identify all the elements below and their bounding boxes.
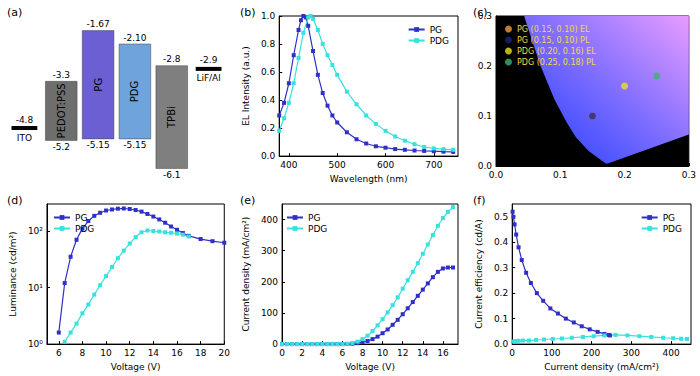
svg-text:6: 6 [340,348,346,358]
svg-text:0.3: 0.3 [494,263,508,273]
svg-text:ITO: ITO [17,133,32,143]
svg-text:14: 14 [148,348,160,358]
svg-text:PG: PG [93,78,104,92]
svg-text:12: 12 [397,348,408,358]
svg-text:PDG: PDG [430,36,449,46]
svg-text:PG (0.15, 0.10) PL: PG (0.15, 0.10) PL [517,36,590,45]
svg-text:0.0: 0.0 [494,339,509,349]
svg-text:0.8: 0.8 [261,39,276,49]
svg-text:0.0: 0.0 [489,170,504,180]
svg-text:0: 0 [509,348,515,358]
svg-text:TPBi: TPBi [166,106,177,129]
svg-text:10: 10 [100,348,112,358]
svg-text:-5.15: -5.15 [86,140,109,150]
svg-text:-2.8: -2.8 [163,54,181,64]
svg-text:Current density (mA/cm²): Current density (mA/cm²) [241,217,251,332]
svg-text:Current density (mA/cm²): Current density (mA/cm²) [544,362,659,372]
svg-text:PDG: PDG [75,224,94,234]
svg-text:500: 500 [329,160,346,170]
svg-text:18: 18 [195,348,207,358]
svg-text:0.4: 0.4 [261,95,276,105]
svg-text:PG: PG [663,213,675,223]
svg-text:Luminance (cd/m²): Luminance (cd/m²) [8,231,18,316]
svg-text:PDG (0.20, 0.16) EL: PDG (0.20, 0.16) EL [517,47,596,56]
svg-text:300: 300 [261,246,278,256]
svg-text:400: 400 [280,160,297,170]
svg-text:8: 8 [80,348,86,358]
svg-text:Voltage (V): Voltage (V) [345,362,395,372]
svg-text:400: 400 [663,348,680,358]
svg-text:(e): (e) [240,194,255,207]
svg-text:-2.9: -2.9 [200,55,218,65]
svg-text:-5.15: -5.15 [123,140,146,150]
svg-text:-6.1: -6.1 [163,170,181,180]
svg-text:200: 200 [583,348,600,358]
svg-text:0.1: 0.1 [553,170,567,180]
svg-text:PG (0.15, 0.10) EL: PG (0.15, 0.10) EL [517,25,590,34]
svg-text:(f): (f) [473,194,485,207]
svg-text:600: 600 [377,160,394,170]
svg-text:6: 6 [56,348,62,358]
svg-text:0.5: 0.5 [494,212,508,222]
svg-text:PG: PG [430,25,442,35]
svg-text:2: 2 [299,348,305,358]
svg-text:(d): (d) [7,194,23,207]
svg-text:0.2: 0.2 [261,123,275,133]
svg-text:-4.8: -4.8 [16,115,34,125]
svg-text:16: 16 [171,348,183,358]
svg-text:(a): (a) [7,6,22,19]
svg-text:400: 400 [261,215,278,225]
svg-text:1.0: 1.0 [261,11,276,21]
svg-text:PDG (0.25, 0.18) PL: PDG (0.25, 0.18) PL [517,58,596,67]
svg-text:4: 4 [319,348,325,358]
svg-text:10⁰: 10⁰ [28,339,43,349]
svg-text:0.4: 0.4 [494,237,509,247]
svg-text:0.1: 0.1 [494,314,508,324]
svg-text:PDG: PDG [308,224,327,234]
svg-text:0.6: 0.6 [261,67,276,77]
svg-text:14: 14 [417,348,429,358]
svg-text:-2.10: -2.10 [123,33,147,43]
svg-text:8: 8 [360,348,366,358]
svg-text:-5.2: -5.2 [52,142,70,152]
svg-text:0.1: 0.1 [478,111,492,121]
svg-text:PDG: PDG [129,81,140,102]
svg-text:20: 20 [219,348,231,358]
svg-text:0: 0 [279,348,285,358]
svg-text:LiF/Al: LiF/Al [196,73,220,83]
svg-text:100: 100 [261,308,278,318]
svg-text:0.2: 0.2 [617,170,631,180]
svg-text:-3.3: -3.3 [52,70,70,80]
svg-text:-1.67: -1.67 [86,19,109,29]
svg-text:12: 12 [124,348,135,358]
svg-text:700: 700 [425,160,442,170]
svg-text:EL Intensity (a.u.): EL Intensity (a.u.) [241,46,251,126]
svg-text:PG: PG [308,213,320,223]
svg-text:(c): (c) [473,6,488,19]
svg-text:300: 300 [623,348,640,358]
svg-text:10¹: 10¹ [28,283,43,293]
svg-text:PG: PG [75,213,87,223]
svg-text:PDG: PDG [663,224,682,234]
svg-text:10²: 10² [28,226,43,236]
svg-text:100: 100 [543,348,560,358]
svg-text:Voltage (V): Voltage (V) [111,362,161,372]
svg-text:10: 10 [377,348,389,358]
svg-text:PEDOT:PSS: PEDOT:PSS [56,83,67,138]
svg-text:0.3: 0.3 [682,170,696,180]
svg-text:0.0: 0.0 [477,161,492,171]
svg-text:(b): (b) [240,6,256,19]
svg-text:16: 16 [437,348,449,358]
svg-text:0.0: 0.0 [261,151,276,161]
svg-text:Wavelength (nm): Wavelength (nm) [330,174,408,184]
svg-text:0: 0 [272,339,278,349]
svg-text:Current efficiency (cd/A): Current efficiency (cd/A) [474,219,484,329]
svg-text:200: 200 [261,277,278,287]
svg-text:0.2: 0.2 [478,61,492,71]
svg-text:0.2: 0.2 [494,288,508,298]
